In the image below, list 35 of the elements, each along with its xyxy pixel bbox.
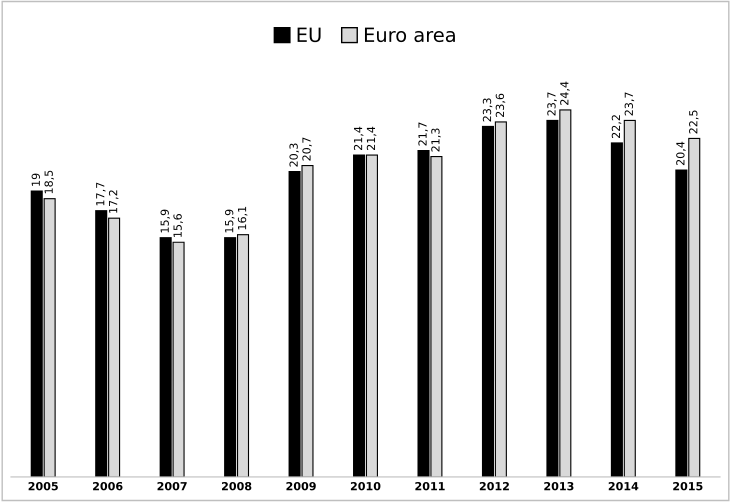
x-tick-label: 2013	[544, 482, 574, 490]
x-tick-label: 2005	[28, 482, 58, 490]
data-label: 17,2	[108, 190, 118, 213]
data-label: 23,6	[496, 94, 506, 117]
data-label: 15,9	[224, 210, 234, 232]
data-label: 23,7	[547, 92, 557, 116]
data-label: 23,7	[624, 92, 634, 116]
data-label: 24,4	[560, 82, 570, 105]
data-label: 21,7	[418, 122, 428, 146]
legend-label: Euro area	[364, 28, 455, 42]
data-label: 19	[32, 174, 40, 186]
data-label: 22,2	[612, 115, 622, 138]
legend-label: EU	[298, 28, 321, 42]
data-label: 20,4	[676, 142, 686, 166]
x-tick-label: 2014	[608, 482, 638, 490]
data-label: 22,5	[689, 110, 699, 134]
data-label: 17,7	[96, 182, 106, 206]
x-tick-label: 2015	[673, 482, 702, 490]
data-label: 18,5	[44, 170, 54, 194]
x-tick-label: 2008	[222, 482, 252, 490]
data-label: 21,4	[354, 126, 364, 150]
data-label: 21,3	[431, 128, 441, 152]
x-tick-label: 2007	[158, 482, 187, 490]
data-label: 20,3	[289, 144, 299, 167]
x-tick-label: 2009	[286, 482, 316, 490]
data-label: 16,1	[238, 206, 248, 230]
x-tick-label: 2006	[93, 482, 123, 490]
x-tick-label: 2012	[480, 482, 509, 490]
data-label: 15,6	[173, 214, 183, 237]
x-tick-label: 2011	[415, 482, 445, 490]
data-label: 21,4	[366, 126, 376, 150]
data-label: 20,7	[302, 138, 312, 161]
data-label: 15,9	[160, 210, 170, 232]
data-label: 23,3	[482, 98, 492, 122]
x-tick-label: 2010	[350, 482, 380, 490]
